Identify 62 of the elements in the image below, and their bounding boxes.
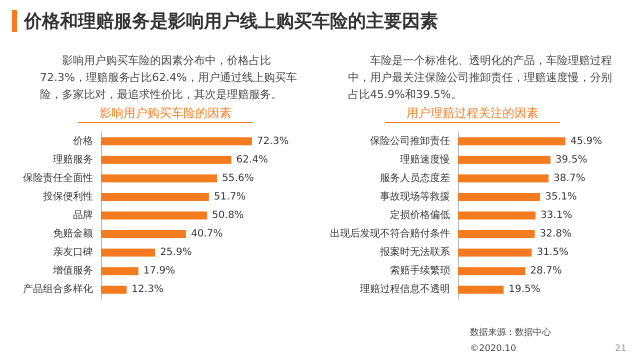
- y-tick-label: 免赔金额: [53, 228, 93, 240]
- data-label: 33.1%: [540, 210, 572, 221]
- bar: [458, 267, 526, 276]
- bar: [101, 286, 127, 294]
- bar: [101, 212, 208, 220]
- bar: [458, 248, 532, 257]
- bar: [101, 174, 218, 182]
- y-tick-label: 报案时无法联系: [379, 246, 450, 258]
- bar: [458, 174, 549, 182]
- y-tick-label: 产品组合多样化: [23, 283, 93, 296]
- bar: [101, 192, 209, 201]
- text: ©2020.10: [470, 344, 516, 354]
- data-label: 17.9%: [143, 266, 176, 277]
- text: 车险是一个标准化、透明化的产品，车险理赔过程中，用户最关注保险公司推卸责任，理赔速度慢，分别占比45.9%和39.5%。: [348, 53, 613, 103]
- y-tick-label: 品牌: [73, 209, 93, 221]
- y-tick-label: 价格: [72, 134, 93, 147]
- y-tick-label: 出现后发现不符合赔付条件: [330, 228, 450, 240]
- chart-title: 影响用户购买车险的因素: [100, 106, 232, 120]
- data-label: 51.7%: [214, 191, 246, 202]
- y-tick-label: 事故现场等救援: [380, 190, 450, 202]
- y-tick-label: 亲友口碑: [53, 246, 93, 258]
- text: 价格和理赔服务是影响用户线上购买车险的主要因素: [24, 10, 438, 33]
- bar: [458, 212, 536, 220]
- source-note: 数据来源：数据中心: [470, 326, 551, 339]
- bar: [101, 137, 252, 146]
- data-label: 31.5%: [536, 247, 568, 258]
- data-label: 28.7%: [530, 266, 562, 277]
- text: 影响用户购买车险的因素分布中，价格占比72.3%，理赔服务占比62.4%，用户通过线上购买车险，多家比对，最追求性价比，其次是理赔服务。: [40, 53, 298, 103]
- data-label: 55.6%: [222, 172, 254, 184]
- y-tick-label: 保险公司推卸责任: [370, 134, 450, 147]
- bar: [458, 137, 566, 146]
- data-label: 12.3%: [132, 284, 164, 296]
- bar: [458, 230, 535, 238]
- bar: [101, 156, 232, 164]
- data-label: 19.5%: [508, 284, 540, 296]
- y-tick-label: 投保便利性: [42, 190, 93, 202]
- data-label: 39.5%: [555, 154, 588, 166]
- y-tick-label: 定损价格偏低: [390, 209, 450, 221]
- data-label: 32.8%: [540, 228, 572, 240]
- chart-title: 用户理赔过程关注的因素: [406, 106, 538, 120]
- data-label: 35.1%: [545, 191, 577, 202]
- data-label: 40.7%: [190, 228, 223, 240]
- bar: [458, 286, 504, 294]
- bar: [458, 156, 550, 164]
- y-tick-label: 理赔过程信息不透明: [360, 283, 450, 296]
- data-label: 72.3%: [256, 136, 289, 147]
- y-tick-label: 索赔手续繁琐: [390, 264, 450, 277]
- data-label: 45.9%: [570, 136, 602, 147]
- data-label: 50.8%: [212, 210, 244, 221]
- bar: [101, 267, 138, 276]
- y-tick-label: 保险责任全面性: [23, 172, 93, 184]
- y-tick-label: 理赔服务: [53, 153, 93, 166]
- bar: [101, 248, 156, 257]
- bar: [101, 230, 186, 238]
- text: 21: [615, 344, 626, 354]
- y-tick-label: 服务人员态度差: [380, 172, 450, 184]
- y-tick-label: 增值服务: [52, 264, 93, 277]
- y-tick-label: 理赔速度慢: [400, 153, 450, 166]
- bar: [458, 192, 540, 201]
- data-label: 38.7%: [554, 172, 586, 184]
- data-label: 62.4%: [236, 154, 268, 166]
- data-label: 25.9%: [160, 247, 192, 258]
